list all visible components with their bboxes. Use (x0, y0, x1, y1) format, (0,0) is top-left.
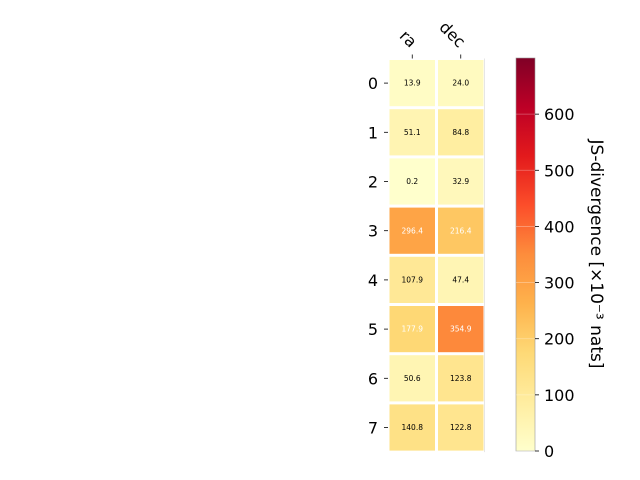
cell-label: 354.9 (450, 325, 472, 334)
colorbar-tick-label: 0 (544, 442, 554, 461)
heatmap-cell (389, 404, 435, 451)
heatmap-cell (438, 207, 484, 254)
x-tick-label: dec (436, 18, 470, 52)
cell-label: 216.4 (450, 226, 472, 235)
y-tick-label: 4 (368, 271, 378, 290)
colorbar-tick-label: 400 (544, 217, 575, 236)
cell-label: 24.0 (452, 79, 469, 88)
x-axis: ra dec (396, 18, 470, 59)
heatmap-cell (389, 109, 435, 156)
cell-label: 177.9 (402, 325, 424, 334)
heatmap-cell (438, 355, 484, 402)
cell-label: 107.9 (402, 276, 424, 285)
colorbar-tick-label: 500 (544, 161, 575, 180)
cell-label: 13.9 (404, 79, 421, 88)
y-tick-label: 5 (368, 320, 378, 339)
colorbar-gradient (515, 57, 536, 452)
y-axis: 0 1 2 3 4 5 6 7 (368, 74, 388, 438)
y-tick-label: 7 (368, 419, 378, 438)
colorbar-label: JS-divergence [×10⁻³ nats] (586, 139, 606, 369)
heatmap-cell (438, 404, 484, 451)
cell-label: 32.9 (452, 177, 469, 186)
cell-label: 50.6 (404, 374, 421, 383)
heatmap-cell (438, 60, 484, 107)
y-tick-label: 0 (368, 74, 378, 93)
colorbar-tick-label: 300 (544, 274, 575, 293)
heatmap-cell (389, 256, 435, 303)
y-tick-label: 2 (368, 173, 378, 192)
cell-label: 47.4 (452, 276, 469, 285)
heatmap-cell (438, 256, 484, 303)
heatmap-cells: 13.9 24.0 51.1 84.8 0.2 32.9 296.4 216.4 107.9 47… (389, 58, 485, 453)
x-tick-label: ra (396, 26, 421, 51)
heatmap-cell (438, 306, 484, 353)
cell-label: 51.1 (404, 128, 421, 137)
colorbar-tick-label: 600 (544, 105, 575, 124)
colorbar-tick-label: 100 (544, 386, 575, 405)
cell-label: 84.8 (452, 128, 469, 137)
colorbar-tick-label: 200 (544, 330, 575, 349)
y-tick-label: 3 (368, 222, 378, 241)
cell-label: 296.4 (402, 226, 424, 235)
cell-label: 122.8 (450, 423, 472, 432)
heatmap-cell (438, 158, 484, 205)
heatmap-cell (438, 109, 484, 156)
y-tick-label: 6 (368, 369, 378, 388)
cell-label: 140.8 (402, 423, 424, 432)
heatmap-cell (389, 207, 435, 254)
cell-label: 0.2 (406, 177, 418, 186)
heatmap-cell (389, 60, 435, 107)
heatmap-cell (389, 306, 435, 353)
y-tick-label: 1 (368, 123, 378, 142)
colorbar: JS-divergence [×10⁻³ nats] 0 100 200 300 400… (515, 57, 606, 461)
cell-label: 123.8 (450, 374, 472, 383)
heatmap-cell (389, 355, 435, 402)
heatmap-cell (389, 158, 435, 205)
